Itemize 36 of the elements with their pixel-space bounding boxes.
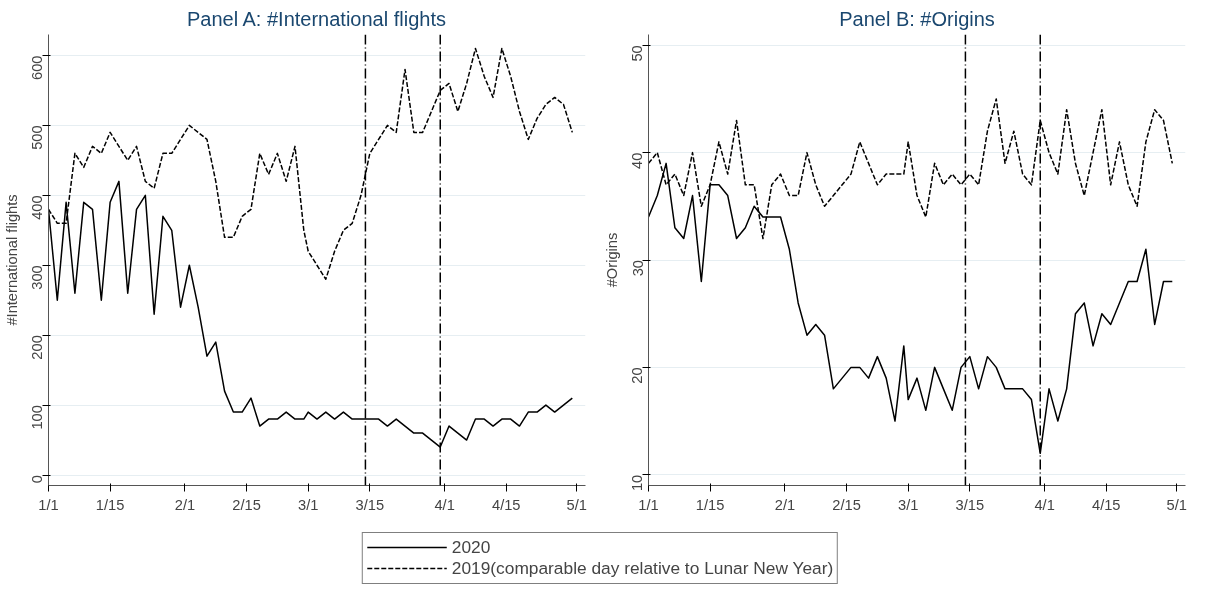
y-tick-label: 300 (29, 265, 46, 290)
x-tick-label: 1/1 (38, 496, 59, 513)
x-tick-label: 4/1 (1034, 496, 1055, 513)
y-tick-label: 400 (29, 195, 46, 220)
x-tick-label: 2/15 (832, 496, 861, 513)
x-tick-label: 1/1 (638, 496, 659, 513)
y-axis-title: #Origins (603, 232, 620, 288)
legend-label: 2020 (451, 536, 491, 558)
y-tick-label: 40 (629, 152, 646, 169)
x-tick-label: 3/15 (355, 496, 385, 513)
x-tick-label: 1/15 (95, 496, 125, 513)
x-tick-label: 5/1 (1166, 496, 1187, 513)
x-tick-label: 4/1 (434, 496, 455, 513)
y-tick-label: 0 (29, 475, 46, 484)
y-axis-title: #International flights (3, 194, 20, 326)
legend-label: 2019(comparable day relative to Lunar New Year) (451, 557, 834, 579)
x-tick-label: 1/15 (695, 496, 725, 513)
x-tick-label: 2/1 (174, 496, 196, 513)
x-tick-label: 3/1 (298, 496, 319, 513)
y-tick-label: 500 (29, 125, 46, 150)
x-tick-label: 2/15 (232, 496, 261, 513)
chart-title: Panel B: #Origins (839, 7, 995, 30)
x-tick-label: 3/15 (955, 496, 985, 513)
y-tick-label: 50 (629, 45, 646, 62)
x-tick-label: 4/15 (1092, 496, 1121, 513)
y-tick-label: 200 (29, 335, 46, 360)
y-tick-label: 600 (29, 55, 46, 80)
chart-title: Panel A: #International flights (186, 7, 446, 30)
y-tick-label: 20 (629, 367, 646, 384)
x-tick-label: 5/1 (566, 496, 587, 513)
y-tick-label: 10 (629, 474, 646, 492)
x-tick-label: 4/15 (492, 496, 521, 513)
x-tick-label: 2/1 (774, 496, 796, 513)
y-tick-label: 100 (29, 405, 46, 430)
y-tick-label: 30 (629, 259, 646, 277)
x-tick-label: 3/1 (898, 496, 919, 513)
